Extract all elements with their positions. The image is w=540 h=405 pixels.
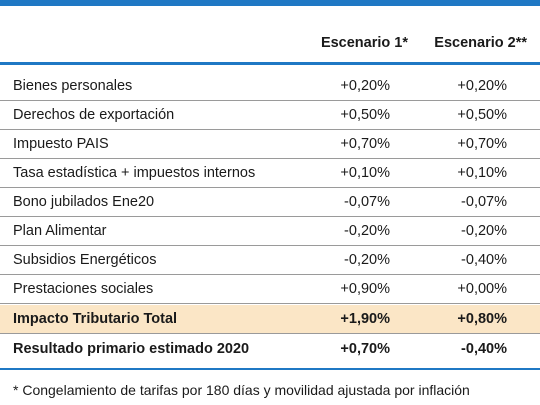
row-label: Bono jubilados Ene20 bbox=[13, 194, 155, 210]
table-row: Bienes personales +0,20% +0,20% bbox=[0, 72, 540, 101]
row-divider bbox=[0, 303, 540, 304]
row-scenario-1-value: -0,07% bbox=[344, 194, 390, 210]
row-label: Tasa estadística + impuestos internos bbox=[13, 165, 256, 181]
result-scenario-1-value: +0,70% bbox=[340, 341, 390, 357]
row-scenario-2-value: -0,07% bbox=[461, 194, 507, 210]
row-scenario-1-value: -0,20% bbox=[344, 252, 390, 268]
row-scenario-1-value: -0,20% bbox=[344, 223, 390, 239]
table-header: Escenario 1* Escenario 2** bbox=[0, 30, 540, 56]
table-row: Prestaciones sociales +0,90% +0,00% bbox=[0, 275, 540, 304]
row-divider bbox=[0, 245, 540, 246]
row-scenario-2-value: -0,40% bbox=[461, 252, 507, 268]
row-scenario-1-value: +0,50% bbox=[340, 107, 390, 123]
row-divider bbox=[0, 333, 540, 334]
row-label: Bienes personales bbox=[13, 78, 133, 94]
row-scenario-2-value: +0,20% bbox=[457, 78, 507, 94]
footnote: * Congelamiento de tarifas por 180 días … bbox=[13, 382, 470, 398]
row-scenario-1-value: +0,70% bbox=[340, 136, 390, 152]
row-label: Prestaciones sociales bbox=[13, 281, 154, 297]
row-scenario-1-value: +0,90% bbox=[340, 281, 390, 297]
row-label: Derechos de exportación bbox=[13, 107, 175, 123]
row-divider bbox=[0, 100, 540, 101]
table-row: Impuesto PAIS +0,70% +0,70% bbox=[0, 130, 540, 159]
result-label: Resultado primario estimado 2020 bbox=[13, 341, 250, 357]
row-divider bbox=[0, 158, 540, 159]
row-label: Plan Alimentar bbox=[13, 223, 107, 239]
row-scenario-2-value: +0,10% bbox=[457, 165, 507, 181]
row-scenario-2-value: -0,20% bbox=[461, 223, 507, 239]
row-scenario-1-value: +0,20% bbox=[340, 78, 390, 94]
row-divider bbox=[0, 187, 540, 188]
table-row: Bono jubilados Ene20 -0,07% -0,07% bbox=[0, 188, 540, 217]
row-label: Subsidios Energéticos bbox=[13, 252, 157, 268]
result-row: Resultado primario estimado 2020 +0,70% … bbox=[0, 335, 540, 364]
row-label: Impuesto PAIS bbox=[13, 136, 109, 152]
header-divider bbox=[0, 62, 540, 65]
row-scenario-2-value: +0,00% bbox=[457, 281, 507, 297]
table-row: Tasa estadística + impuestos internos +0… bbox=[0, 159, 540, 188]
total-scenario-1-value: +1,90% bbox=[340, 311, 390, 327]
total-row: Impacto Tributario Total +1,90% +0,80% bbox=[0, 305, 540, 334]
bottom-divider bbox=[0, 368, 540, 370]
table-row: Plan Alimentar -0,20% -0,20% bbox=[0, 217, 540, 246]
total-label: Impacto Tributario Total bbox=[13, 311, 178, 327]
row-divider bbox=[0, 216, 540, 217]
header-scenario-1: Escenario 1* bbox=[320, 35, 408, 51]
table-row: Derechos de exportación +0,50% +0,50% bbox=[0, 101, 540, 130]
row-scenario-2-value: +0,70% bbox=[457, 136, 507, 152]
row-divider bbox=[0, 129, 540, 130]
row-scenario-2-value: +0,50% bbox=[457, 107, 507, 123]
total-scenario-2-value: +0,80% bbox=[457, 311, 507, 327]
result-scenario-2-value: -0,40% bbox=[461, 341, 507, 357]
header-scenario-2: Escenario 2** bbox=[434, 35, 527, 51]
top-accent-bar bbox=[0, 0, 540, 6]
row-divider bbox=[0, 274, 540, 275]
table-row: Subsidios Energéticos -0,20% -0,40% bbox=[0, 246, 540, 275]
row-scenario-1-value: +0,10% bbox=[340, 165, 390, 181]
